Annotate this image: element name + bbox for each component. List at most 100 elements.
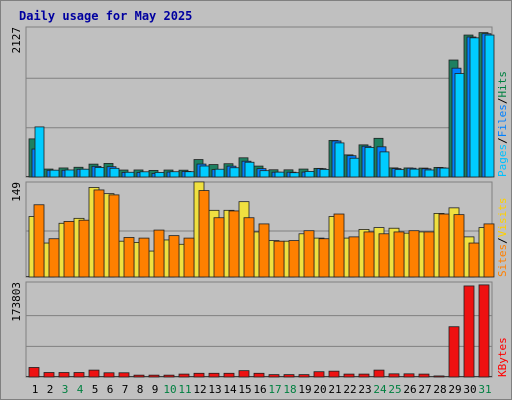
bar-kbytes-day-25 [388, 373, 400, 378]
panel-bottom-max-label: 173803 [10, 282, 23, 322]
x-tick-label-day-8: 8 [137, 383, 144, 396]
panel-bottom-legend: KBytes [496, 337, 509, 377]
bar-kbytes-day-26 [403, 373, 415, 378]
bar-kbytes-day-5 [88, 369, 100, 378]
x-tick-label-day-24: 24 [373, 383, 387, 396]
legend-item-sep-1: / [496, 137, 509, 144]
bar-kbytes-day-4 [73, 372, 85, 378]
bar-kbytes-day-29 [448, 326, 460, 378]
bar-pages-day-10 [169, 171, 180, 178]
x-tick-label-day-31: 31 [478, 383, 491, 396]
bar-kbytes-day-17 [268, 374, 280, 378]
x-tick-label-day-26: 26 [403, 383, 416, 396]
panel-middle-legend: Sites/Visits [496, 198, 509, 278]
x-tick-label-day-20: 20 [313, 383, 326, 396]
panel-bottom: 173803 KBytes [10, 281, 509, 378]
bar-pages-day-12 [199, 165, 210, 178]
bar-pages-day-26 [409, 168, 420, 178]
panel-bottom-plot-area [25, 281, 493, 378]
bar-kbytes-day-13 [208, 372, 220, 378]
x-tick-label-day-7: 7 [122, 383, 129, 396]
bar-pages-day-28 [439, 167, 450, 178]
x-tick-label-day-5: 5 [92, 383, 99, 396]
bar-kbytes-day-8 [133, 374, 145, 378]
bar-sites-day-15 [243, 217, 255, 278]
bar-sites-day-25 [393, 231, 405, 278]
bar-kbytes-day-24 [373, 369, 385, 378]
x-tick-label-day-12: 12 [193, 383, 206, 396]
bar-kbytes-day-14 [223, 372, 235, 378]
bar-pages-day-3 [64, 169, 75, 178]
bar-kbytes-day-11 [178, 373, 190, 378]
bar-pages-day-16 [259, 170, 270, 178]
bar-kbytes-day-21 [328, 370, 340, 378]
bar-pages-day-19 [304, 171, 315, 178]
bar-pages-day-15 [244, 161, 255, 178]
bar-sites-day-4 [78, 219, 90, 278]
bar-pages-day-29 [454, 73, 465, 178]
bar-sites-day-1 [33, 204, 45, 278]
bar-sites-day-24 [378, 233, 390, 278]
x-tick-label-day-18: 18 [283, 383, 296, 396]
legend-item-sep-1: / [496, 237, 509, 244]
legend-item-hits: Hits [496, 71, 509, 98]
bar-kbytes-day-1 [28, 367, 40, 378]
bar-sites-day-2 [48, 238, 60, 278]
legend-item-kbytes: KBytes [496, 337, 509, 377]
x-tick-label-day-22: 22 [343, 383, 356, 396]
x-tick-label-day-2: 2 [47, 383, 54, 396]
bar-kbytes-day-18 [283, 374, 295, 378]
bar-pages-day-5 [94, 167, 105, 178]
x-tick-label-day-29: 29 [448, 383, 461, 396]
x-tick-label-day-30: 30 [463, 383, 476, 396]
bar-pages-day-13 [214, 168, 225, 178]
bar-sites-day-29 [453, 214, 465, 278]
bar-sites-day-11 [183, 237, 195, 278]
panel-middle-max-label: 149 [10, 182, 23, 202]
bar-kbytes-day-6 [103, 372, 115, 378]
chart-panels: 2127Pages/Files/Hits149Sites/Visits17380… [10, 26, 509, 378]
bar-kbytes-day-7 [118, 372, 130, 378]
legend-item-files: Files [496, 104, 509, 137]
bar-pages-day-6 [109, 167, 120, 178]
bar-sites-day-23 [363, 231, 375, 278]
bar-kbytes-day-22 [343, 373, 355, 378]
bar-kbytes-day-31 [478, 284, 490, 378]
bar-sites-day-21 [333, 213, 345, 278]
x-tick-label-day-17: 17 [268, 383, 281, 396]
bar-pages-day-2 [49, 169, 60, 178]
x-tick-label-day-1: 1 [32, 383, 39, 396]
bar-sites-day-10 [168, 235, 180, 278]
bar-kbytes-day-16 [253, 372, 265, 378]
bar-sites-day-13 [213, 217, 225, 278]
bar-pages-day-1 [34, 126, 45, 178]
bar-sites-day-18 [288, 240, 300, 278]
x-tick-label-day-11: 11 [178, 383, 191, 396]
x-tick-label-day-21: 21 [328, 383, 341, 396]
x-tick-label-day-15: 15 [238, 383, 251, 396]
bar-pages-day-18 [289, 172, 300, 178]
bar-kbytes-day-15 [238, 370, 250, 378]
x-tick-label-day-19: 19 [298, 383, 311, 396]
bar-kbytes-day-2 [43, 372, 55, 378]
bar-kbytes-day-20 [313, 371, 325, 378]
x-tick-label-day-6: 6 [107, 383, 114, 396]
x-tick-label-day-9: 9 [152, 383, 159, 396]
bar-sites-day-14 [228, 210, 240, 278]
x-tick-label-day-14: 14 [223, 383, 237, 396]
x-tick-label-day-13: 13 [208, 383, 221, 396]
x-tick-label-day-25: 25 [388, 383, 401, 396]
bar-sites-day-28 [438, 213, 450, 278]
bar-kbytes-day-23 [358, 373, 370, 378]
x-tick-label-day-16: 16 [253, 383, 266, 396]
bar-sites-day-9 [153, 229, 165, 278]
bar-sites-day-27 [423, 231, 435, 278]
bar-kbytes-day-30 [463, 285, 475, 378]
x-axis-labels: 1 2 3 4 5 6 7 8 9 10 11 12 13 14 15 16 17 18 19 20 21 22 23 24 2… [32, 383, 492, 396]
bar-pages-day-14 [229, 167, 240, 178]
bar-pages-day-23 [364, 147, 375, 178]
bar-pages-day-20 [319, 169, 330, 178]
bar-pages-day-7 [124, 171, 135, 178]
